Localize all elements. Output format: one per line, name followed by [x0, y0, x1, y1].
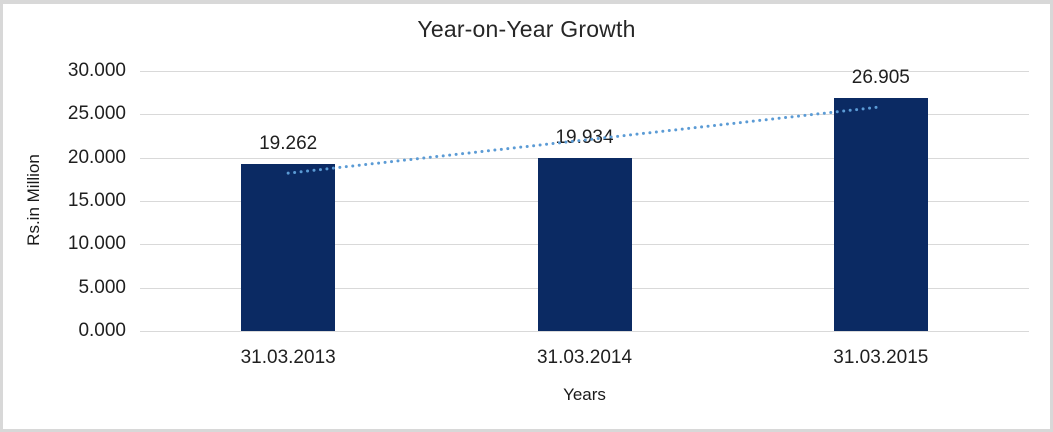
gridline: [140, 331, 1029, 332]
trendline-dotted-line: [286, 105, 883, 175]
bar: [241, 164, 336, 331]
bar: [833, 97, 928, 331]
gridline: [140, 71, 1029, 72]
bar-value-label: 19.934: [555, 127, 614, 149]
y-tick-label: 0.000: [78, 320, 126, 341]
bar-value-label: 26.905: [851, 66, 910, 88]
x-category-label: 31.03.2015: [833, 347, 929, 368]
chart-title: Year-on-Year Growth: [417, 16, 636, 42]
trendline: [286, 105, 883, 175]
y-tick-label: 20.000: [67, 146, 126, 168]
gridline: [140, 114, 1029, 116]
bar-value-label: 19.262: [259, 133, 318, 155]
x-category-label: 31.03.2014: [536, 347, 633, 368]
y-tick-label: 30.000: [67, 60, 126, 81]
x-category-label: 31.03.2013: [240, 347, 336, 368]
y-tick-label: 10.000: [67, 233, 126, 255]
x-axis-title: Years: [563, 385, 606, 404]
y-tick-label: 5.000: [78, 276, 126, 298]
y-tick-label: 25.000: [67, 103, 126, 125]
bar: [537, 158, 632, 331]
gridline: [140, 157, 1029, 159]
y-tick-label: 15.000: [67, 190, 126, 211]
